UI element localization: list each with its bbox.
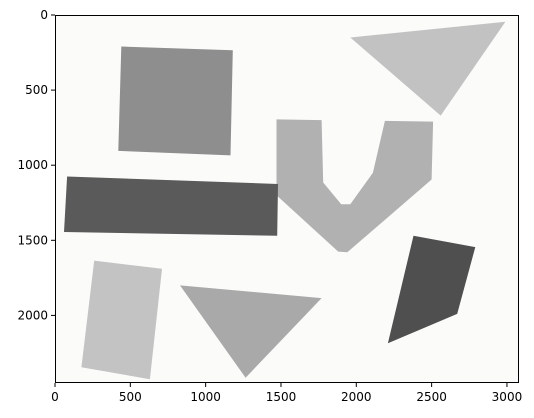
x-tick-label: 2500 <box>416 390 447 404</box>
x-tick-label: 0 <box>51 390 59 404</box>
medium-gray-square <box>118 46 233 156</box>
light-gray-triangle-top-right <box>350 21 506 116</box>
shapes-layer <box>64 21 506 380</box>
y-tick-label: 0 <box>40 8 48 22</box>
x-tick-label: 2000 <box>341 390 372 404</box>
dark-gray-long-rectangle <box>64 176 278 236</box>
x-tick-label: 1000 <box>190 390 221 404</box>
y-tick-label: 1500 <box>17 233 48 247</box>
x-tick-label: 1500 <box>266 390 297 404</box>
x-tick-label: 500 <box>119 390 142 404</box>
image-area <box>55 15 519 383</box>
x-axis-ticks: 0 500 1000 1500 2000 2500 3000 <box>51 383 522 404</box>
light-gray-rectangle-bottom-left <box>81 260 162 380</box>
x-tick-label: 3000 <box>492 390 523 404</box>
axes-frame <box>55 15 519 383</box>
y-tick-label: 500 <box>25 83 48 97</box>
medium-gray-triangle-bottom <box>180 285 322 378</box>
y-axis-ticks: 0 500 1000 1500 2000 <box>17 8 55 322</box>
y-tick-label: 2000 <box>17 308 48 322</box>
light-gray-u-shape <box>276 119 434 253</box>
dark-gray-quadrilateral <box>387 235 476 344</box>
y-tick-label: 1000 <box>17 158 48 172</box>
